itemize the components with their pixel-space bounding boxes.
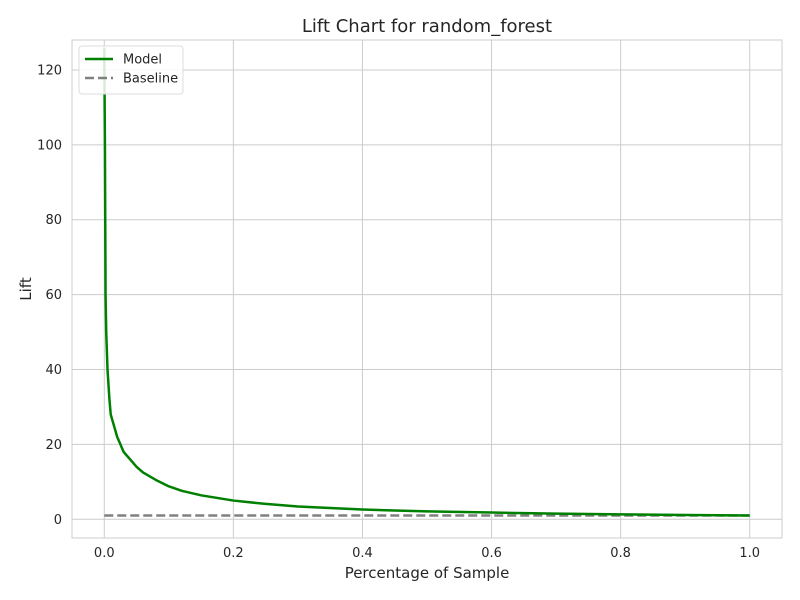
y-tick-label: 100 (37, 138, 62, 153)
x-tick-label: 0.8 (610, 546, 631, 561)
y-axis-title: Lift (17, 277, 35, 301)
y-tick-label: 120 (37, 63, 62, 78)
x-tick-label: 0.2 (223, 546, 244, 561)
y-tick-label: 0 (54, 513, 62, 528)
series-line-model (103, 47, 750, 517)
tick-labels: 0.0 0.2 0.4 0.6 0.8 1.0 0 20 40 60 80 100 120 (37, 63, 760, 561)
series-layer (103, 47, 750, 517)
x-tick-label: 0.0 (94, 546, 115, 561)
y-tick-label: 80 (45, 213, 62, 228)
y-tick-label: 60 (45, 288, 62, 303)
x-tick-label: 0.6 (481, 546, 502, 561)
y-tick-label: 40 (45, 363, 62, 378)
x-tick-label: 0.4 (352, 546, 373, 561)
legend-label-model: Model (123, 53, 162, 68)
plot-area-frame (71, 39, 783, 539)
y-tick-label: 20 (45, 438, 62, 453)
x-tick-label: 1.0 (739, 546, 760, 561)
chart-title: Lift Chart for random_forest (302, 16, 552, 37)
legend-label-baseline: Baseline (123, 72, 178, 87)
x-axis-title: Percentage of Sample (345, 564, 510, 582)
grid-lines (72, 40, 782, 538)
legend: Model Baseline (78, 45, 184, 95)
